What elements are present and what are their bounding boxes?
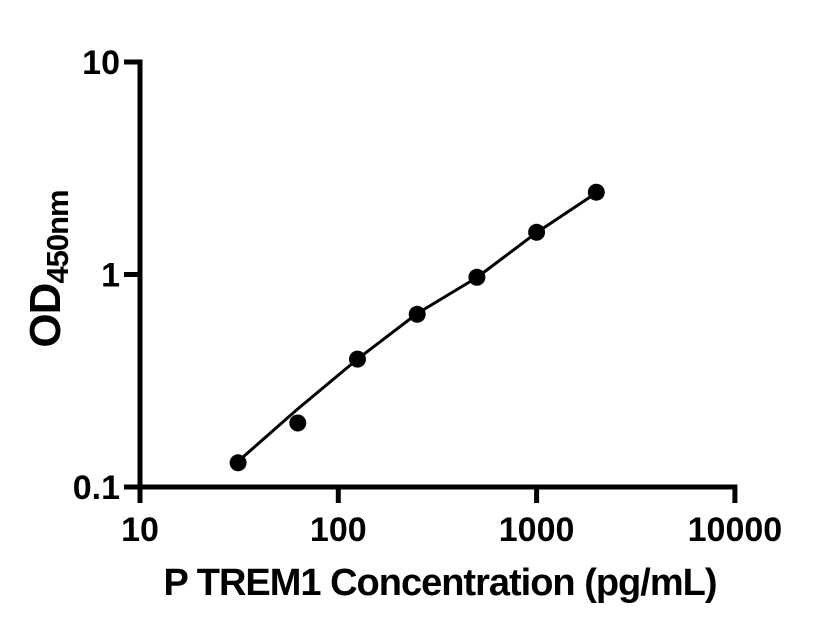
y-axis-title-main: OD [21,283,70,348]
data-point [587,183,605,201]
data-point [229,454,247,472]
y-axis-title-subscript: 450nm [40,190,75,284]
y-tick-label: 0.1 [73,469,120,507]
data-point [289,414,307,432]
y-tick-label: 1 [101,257,120,295]
data-point [349,350,366,368]
y-tick-label: 10 [82,44,120,82]
x-tick-label: 1000 [499,511,575,549]
x-tick-label: 100 [310,511,367,549]
x-axis: 10 100 1000 10000 [121,484,783,549]
data-point [528,223,546,241]
data-points [229,183,605,472]
data-point [408,305,426,323]
y-axis-title: OD450nm [21,190,75,348]
x-tick-label: 10 [121,511,159,549]
data-point [468,268,486,286]
x-tick-label: 10000 [688,511,783,549]
y-axis: 0.1 1 10 [73,44,143,507]
x-axis-title: P TREM1 Concentration (pg/mL) [163,562,718,604]
